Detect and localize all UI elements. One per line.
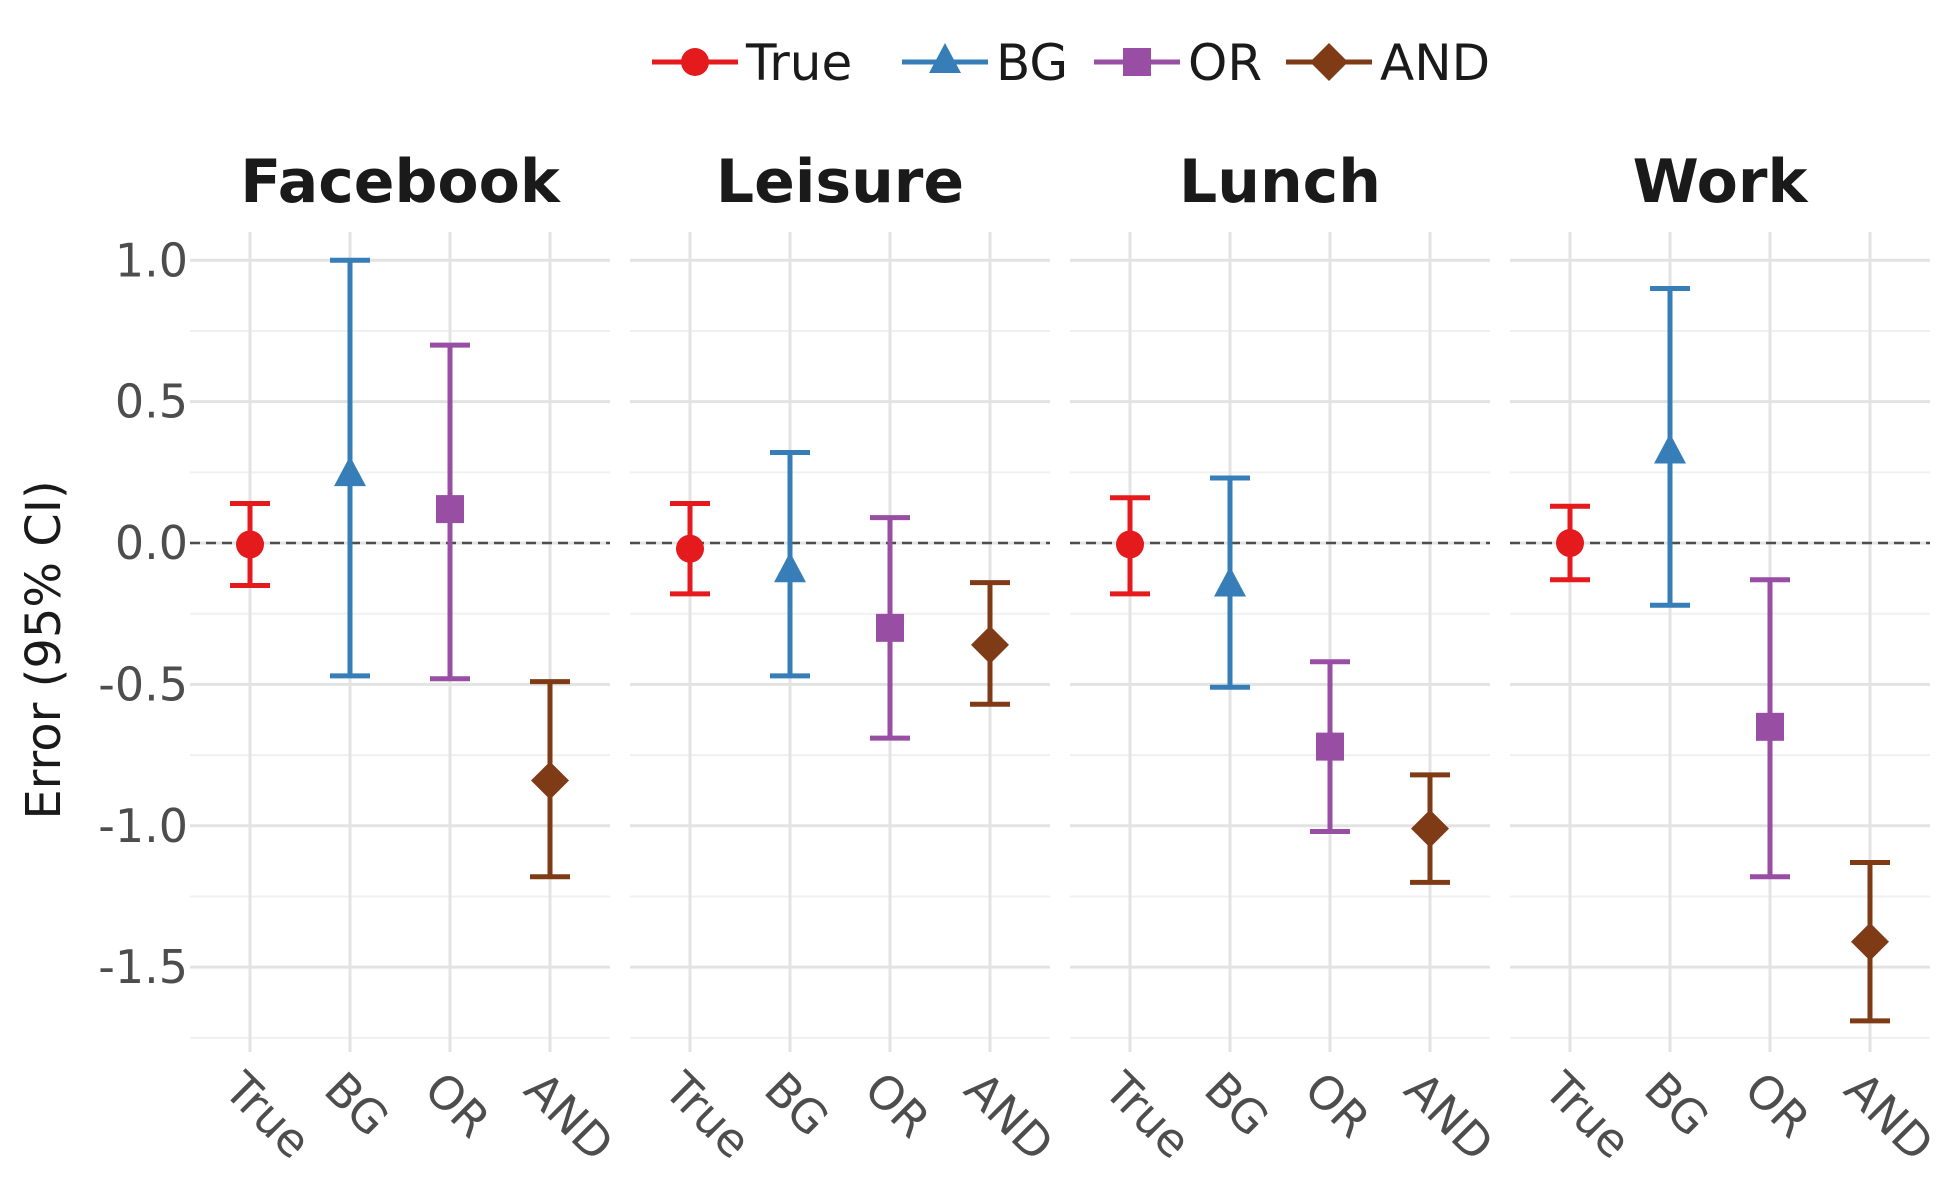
- point-estimate-triangle: [1654, 433, 1686, 464]
- point-estimate-square: [876, 613, 904, 642]
- x-tick-label: BG: [314, 1062, 399, 1147]
- x-tick-label: OR: [854, 1062, 940, 1148]
- y-tick-label: 1.0: [115, 233, 188, 287]
- errorbar-or: [1750, 577, 1790, 880]
- errorbar-true: [1110, 495, 1150, 597]
- x-tick-label: OR: [414, 1062, 500, 1148]
- x-tick-label: True: [214, 1061, 322, 1169]
- y-tick-label: 0.5: [115, 375, 188, 429]
- x-tick-label: True: [1534, 1061, 1642, 1169]
- legend-item-bg: BG: [902, 34, 1068, 92]
- y-axis-label: Error (95% CI): [16, 480, 72, 819]
- point-estimate-circle: [236, 530, 264, 559]
- point-estimate-circle: [1556, 529, 1584, 558]
- x-tick-label: AND: [1394, 1062, 1504, 1172]
- errorbar-and: [970, 580, 1010, 707]
- x-tick-label: AND: [1834, 1062, 1944, 1172]
- errorbar-and: [1410, 772, 1450, 885]
- errorbar-or: [1310, 659, 1350, 834]
- point-estimate-diamond: [971, 625, 1009, 664]
- x-tick-label: True: [1094, 1061, 1202, 1169]
- legend: True BG OR AND: [652, 34, 1490, 92]
- y-axis: 1.0 0.5 0.0 -0.5 -1.0 -1.5: [98, 233, 188, 994]
- point-estimate-square: [436, 495, 464, 524]
- errorbar-and: [530, 679, 570, 880]
- legend-label: BG: [996, 34, 1068, 92]
- legend-item-and: AND: [1286, 34, 1490, 92]
- point-estimate-diamond: [531, 761, 569, 800]
- errorbar-bg: [330, 257, 370, 679]
- x-tick-label: OR: [1734, 1062, 1820, 1148]
- errorbar-true: [670, 500, 710, 597]
- facet-title: Facebook: [240, 147, 562, 217]
- errorbar-true: [230, 500, 270, 588]
- y-tick-label: -1.0: [98, 799, 188, 853]
- legend-marker-square: [1123, 48, 1151, 76]
- point-estimate-triangle: [1214, 566, 1246, 597]
- x-tick-label: AND: [954, 1062, 1064, 1172]
- x-tick-label: AND: [514, 1062, 624, 1172]
- legend-item-or: OR: [1094, 34, 1262, 92]
- point-estimate-square: [1756, 712, 1784, 741]
- point-estimate-circle: [1116, 530, 1144, 559]
- facet-title: Lunch: [1179, 147, 1381, 217]
- x-tick-label: BG: [1634, 1062, 1719, 1147]
- errorbar-and: [1850, 860, 1890, 1024]
- legend-label: AND: [1380, 34, 1490, 92]
- legend-marker-diamond: [1310, 43, 1348, 81]
- y-tick-label: -1.5: [98, 940, 188, 994]
- legend-marker-circle: [681, 48, 709, 76]
- x-tick-label: BG: [754, 1062, 839, 1147]
- point-estimate-triangle: [334, 456, 366, 487]
- legend-label: True: [745, 34, 852, 92]
- errorbar-true: [1550, 503, 1590, 583]
- point-estimate-diamond: [1411, 809, 1449, 848]
- point-estimate-triangle: [774, 552, 806, 583]
- point-estimate-square: [1316, 732, 1344, 761]
- legend-item-true: True: [652, 34, 852, 92]
- x-tick-label: BG: [1194, 1062, 1279, 1147]
- x-tick-label: True: [654, 1061, 762, 1169]
- errorbar-bg: [770, 450, 810, 679]
- x-tick-label: OR: [1294, 1062, 1380, 1148]
- errorbar-bg: [1210, 475, 1250, 690]
- point-estimate-diamond: [1851, 922, 1889, 961]
- facet-title: Work: [1633, 147, 1810, 217]
- errorbar-bg: [1650, 286, 1690, 608]
- errorbar-or: [430, 342, 470, 682]
- legend-label: OR: [1188, 34, 1262, 92]
- legend-marker-triangle: [929, 43, 961, 73]
- errorbar-or: [870, 515, 910, 741]
- facet-title: Leisure: [716, 147, 964, 217]
- point-estimate-circle: [676, 534, 704, 563]
- y-tick-label: 0.0: [115, 516, 188, 570]
- y-tick-label: -0.5: [98, 657, 188, 711]
